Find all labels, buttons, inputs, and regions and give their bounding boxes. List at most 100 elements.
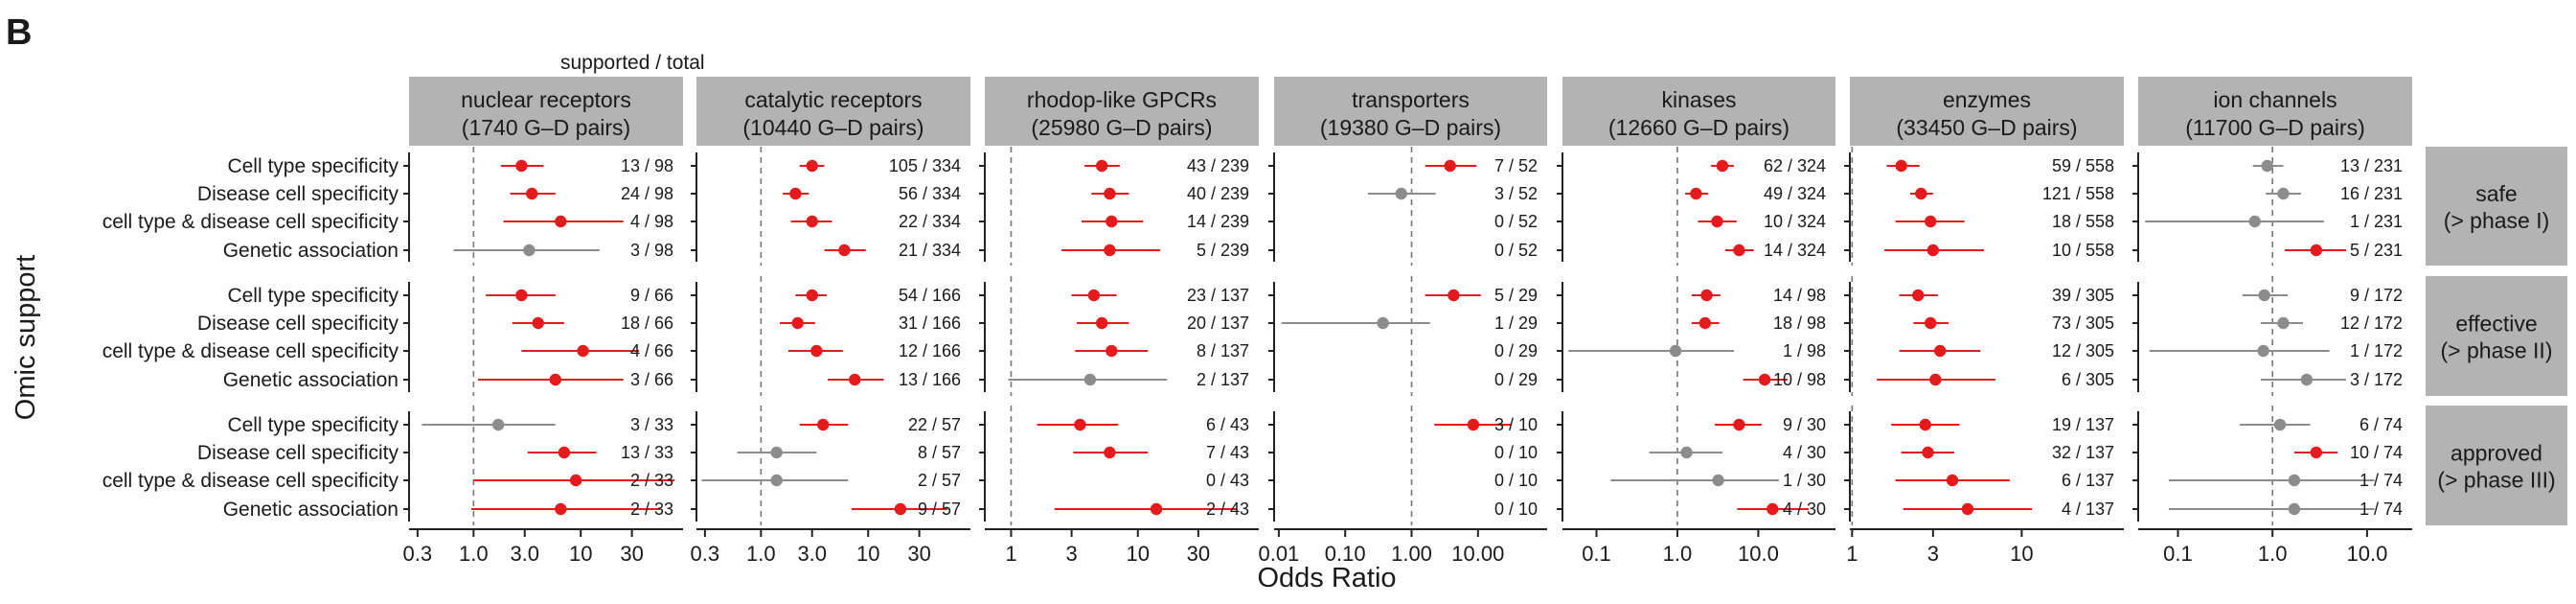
count-label: 14 / 324 <box>1764 241 1826 260</box>
count-label: 0 / 29 <box>1494 341 1538 360</box>
count-label: 18 / 98 <box>1773 314 1826 333</box>
count-label: 6 / 137 <box>2062 471 2114 490</box>
count-label: 3 / 10 <box>1494 415 1538 434</box>
odds-ratio-point <box>1104 187 1116 200</box>
row-label: Cell type specificity <box>227 414 399 436</box>
count-label: 5 / 231 <box>2350 241 2403 260</box>
odds-ratio-point <box>1919 418 1931 431</box>
panel-2: 1 3 10 30 43 / 239 40 / 239 14 / 239 5 / 239 23 … <box>979 147 1259 566</box>
facet-strip-bg <box>985 77 1259 146</box>
odds-ratio-point <box>1925 316 1937 330</box>
row-label: Disease cell specificity <box>197 442 399 464</box>
count-label: 2 / 137 <box>1197 370 1249 389</box>
odds-ratio-point <box>2261 159 2273 173</box>
row-label: cell type & disease cell specificity <box>103 470 399 492</box>
panel-4: 0.1 1.0 10.0 62 / 324 49 / 324 10 / 324 14 / 3… <box>1557 147 1835 566</box>
odds-ratio-point <box>1083 373 1097 386</box>
phase-title: effective <box>2455 312 2537 337</box>
facet-strip-bg <box>696 77 970 146</box>
odds-ratio-point <box>1926 244 1940 257</box>
count-label: 1 / 29 <box>1494 314 1538 333</box>
count-label: 13 / 166 <box>899 370 961 389</box>
count-label: 49 / 324 <box>1764 184 1826 203</box>
row-label: Genetic association <box>223 499 399 521</box>
count-label: 7 / 52 <box>1494 156 1538 175</box>
count-label: 16 / 231 <box>2340 184 2403 203</box>
count-label: 1 / 30 <box>1783 471 1826 490</box>
odds-ratio-point <box>817 418 830 431</box>
facet-title: catalytic receptors <box>744 87 922 112</box>
count-label: 3 / 172 <box>2350 370 2403 389</box>
facet-subtitle: (19380 G–D pairs) <box>1320 115 1501 140</box>
x-tick-label: 30 <box>1187 542 1210 566</box>
odds-ratio-point <box>1758 373 1771 386</box>
x-tick-label: 0.01 <box>1258 542 1299 566</box>
count-label: 0 / 43 <box>1206 471 1249 490</box>
count-label: 40 / 239 <box>1187 184 1249 203</box>
count-label: 10 / 558 <box>2052 241 2114 260</box>
odds-ratio-point <box>1087 289 1101 302</box>
facet-title: ion channels <box>2213 87 2337 112</box>
odds-ratio-point <box>532 316 544 330</box>
facet-subtitle: (33450 G–D pairs) <box>1896 115 2077 140</box>
x-tick-label: 10.0 <box>2346 542 2387 566</box>
count-label: 31 / 166 <box>899 314 961 333</box>
x-tick-label: 1.0 <box>459 542 489 566</box>
phase-title: approved <box>2451 441 2542 466</box>
count-label: 4 / 137 <box>2062 499 2114 519</box>
odds-ratio-point <box>791 316 804 330</box>
count-label: 3 / 66 <box>630 370 673 389</box>
count-label: 10 / 98 <box>1773 370 1826 389</box>
count-label: 10 / 74 <box>2350 443 2403 462</box>
count-label: 62 / 324 <box>1764 156 1826 175</box>
count-label: 13 / 33 <box>621 443 673 462</box>
count-label: 59 / 558 <box>2052 156 2114 175</box>
x-tick-label: 0.3 <box>403 542 433 566</box>
count-label: 0 / 29 <box>1494 370 1538 389</box>
count-label: 0 / 10 <box>1494 443 1538 462</box>
x-tick-label: 0.3 <box>691 542 720 566</box>
odds-ratio-point <box>849 373 861 386</box>
odds-ratio-point <box>1711 215 1723 228</box>
phase-strip-approved: approved(> phase III) <box>2426 406 2567 525</box>
count-label: 32 / 137 <box>2052 443 2114 462</box>
facet-strip-3: transporters (19380 G–D pairs) <box>1274 77 1547 146</box>
panel-3: 0.01 0.10 1.00 10.00 7 / 52 3 / 52 0 / 52 0 / 5… <box>1258 147 1547 566</box>
phase-strip-safe: safe(> phase I) <box>2426 147 2567 266</box>
facet-strip-bg <box>1274 77 1547 146</box>
count-label: 10 / 324 <box>1764 212 1826 231</box>
odds-ratio-point <box>1395 187 1407 200</box>
count-label: 4 / 30 <box>1783 443 1826 462</box>
phase-strip-bg <box>2426 406 2567 525</box>
count-label: 1 / 172 <box>2350 341 2403 360</box>
count-label: 23 / 137 <box>1187 286 1249 305</box>
phase-subtitle: (> phase I) <box>2444 208 2550 233</box>
odds-ratio-point <box>1698 316 1712 330</box>
odds-ratio-point <box>2300 373 2314 386</box>
odds-ratio-point <box>1912 289 1925 302</box>
facet-strip-bg <box>1850 77 2124 146</box>
odds-ratio-point <box>2258 289 2270 302</box>
count-label: 22 / 334 <box>899 212 961 231</box>
odds-ratio-point <box>2277 316 2290 330</box>
x-tick-label: 30 <box>620 542 643 566</box>
panel-6: 0.1 1.0 10.0 13 / 231 16 / 231 1 / 231 5 / 231… <box>2132 147 2412 566</box>
odds-ratio-point <box>1104 244 1116 257</box>
y-axis-title: Omic support <box>11 255 41 420</box>
x-tick-label: 0.1 <box>2163 542 2193 566</box>
facet-strip-bg <box>2138 77 2412 146</box>
count-label: 18 / 558 <box>2052 212 2114 231</box>
row-label: Cell type specificity <box>227 155 399 177</box>
count-label: 14 / 98 <box>1773 286 1826 305</box>
odds-ratio-point <box>1444 159 1456 173</box>
count-label: 9 / 66 <box>630 286 673 305</box>
odds-ratio-point <box>1095 316 1108 330</box>
count-label: 2 / 43 <box>1206 499 1249 519</box>
facet-strip-4: kinases (12660 G–D pairs) <box>1562 77 1835 146</box>
count-label: 0 / 10 <box>1494 471 1538 490</box>
x-tick-label: 10 <box>1127 542 1150 566</box>
x-tick-label: 3.0 <box>510 542 539 566</box>
count-label: 105 / 334 <box>889 156 961 175</box>
facet-title: rhodop-like GPCRs <box>1027 87 1217 112</box>
